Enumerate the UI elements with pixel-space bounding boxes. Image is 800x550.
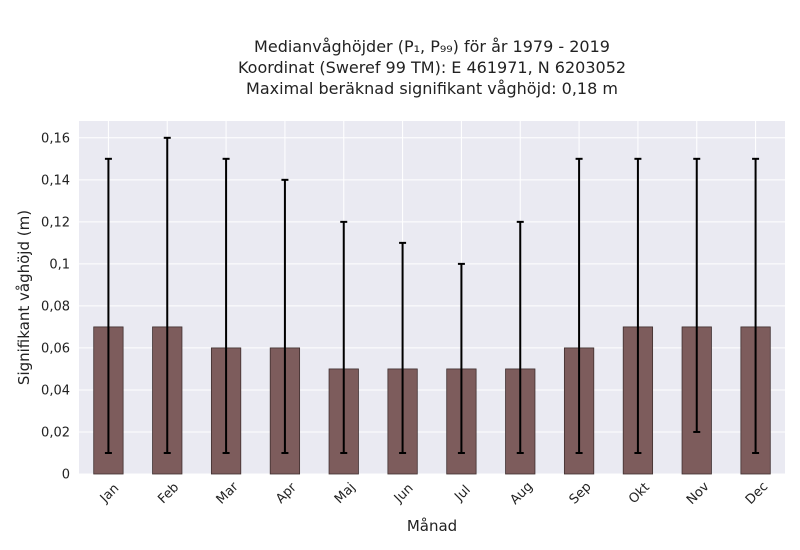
error-bar-sep <box>575 157 583 454</box>
error-bar-okt <box>634 157 642 454</box>
y-tick-label: 0,02 <box>41 425 70 440</box>
x-tick-label-okt: Okt <box>626 480 653 507</box>
x-tick-label-jun: Jun <box>391 481 417 507</box>
y-tick-label: 0,14 <box>41 173 70 188</box>
error-bar-jul <box>457 262 465 454</box>
y-tick-label: 0,04 <box>41 383 70 398</box>
x-tick-label-mar: Mar <box>214 479 242 507</box>
error-bar-apr <box>281 178 289 454</box>
error-bars <box>104 136 760 454</box>
x-tick-label-apr: Apr <box>273 480 300 507</box>
x-axis-ticks: Jan Feb Mar Apr Maj Jun Jul Aug Sep Okt Nov Dec <box>97 479 771 508</box>
chart-title-line: Koordinat (Sweref 99 TM): E 461971, N 62… <box>238 58 626 77</box>
x-axis-label: Månad <box>407 517 457 535</box>
chart-title-line: Maximal beräknad signifikant våghöjd: 0,… <box>246 79 618 98</box>
plot-area <box>79 121 785 474</box>
error-bar-jan <box>104 157 112 454</box>
x-tick-label-nov: Nov <box>684 479 713 508</box>
x-tick-label-maj: Maj <box>332 480 359 507</box>
x-tick-label-feb: Feb <box>155 480 182 507</box>
y-axis-ticks: 0 0,02 0,04 0,06 0,08 0,1 0,12 0,14 0,16 <box>41 131 70 482</box>
y-tick-label: 0,16 <box>41 131 70 146</box>
x-tick-label-jul: Jul <box>451 483 473 505</box>
error-bar-nov <box>693 157 701 433</box>
y-tick-label: 0,1 <box>49 257 70 272</box>
y-tick-label: 0 <box>62 468 70 483</box>
error-bar-jun <box>399 241 407 454</box>
y-tick-label: 0,06 <box>41 341 70 356</box>
x-tick-label-aug: Aug <box>507 479 536 508</box>
chart-title-line: Medianvåghöjder (P₁, P₉₉) för år 1979 - … <box>254 37 610 56</box>
x-tick-label-jan: Jan <box>97 481 122 506</box>
error-bar-aug <box>516 220 524 454</box>
error-bar-feb <box>163 136 171 454</box>
error-bar-dec <box>752 157 760 454</box>
error-bar-mar <box>222 157 230 454</box>
error-bar-maj <box>340 220 348 454</box>
y-axis-label: Signifikant våghöjd (m) <box>15 210 33 385</box>
y-tick-label: 0,12 <box>41 215 70 230</box>
x-tick-label-sep: Sep <box>567 480 595 508</box>
x-tick-label-dec: Dec <box>743 479 771 507</box>
chart-title: Medianvåghöjder (P₁, P₉₉) för år 1979 - … <box>238 37 626 98</box>
y-tick-label: 0,08 <box>41 299 70 314</box>
